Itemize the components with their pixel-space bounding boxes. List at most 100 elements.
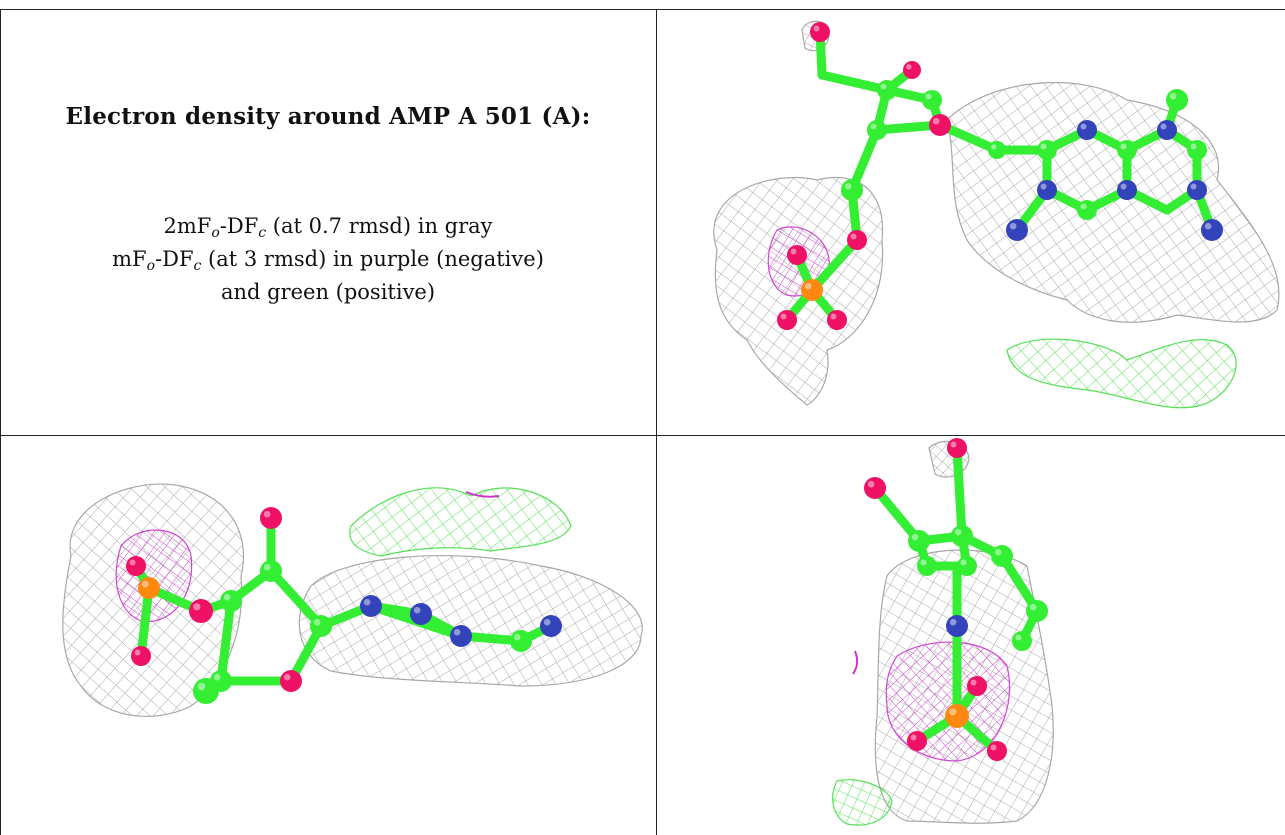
atom-highlight [911,533,919,541]
nitrogen-atom [1037,180,1057,200]
atom-highlight [1080,123,1087,130]
carbon-atom [1026,600,1048,622]
atom-highlight [870,123,877,130]
atom-highlight [780,313,787,320]
table-border-center [656,9,657,835]
atom-highlight [910,734,917,741]
oxygen-atom [864,477,886,499]
atom-highlight [453,628,461,636]
carbon-atom [260,560,282,582]
bond [216,596,236,686]
atom-highlight [313,618,321,626]
atom-highlight [790,248,797,255]
nitrogen-atom [360,595,382,617]
nitrogen-atom [1201,219,1223,241]
oxygen-atom [810,22,830,42]
carbon-atom [1077,200,1097,220]
carbon-atom [1187,140,1207,160]
atom-highlight [850,233,857,240]
oxygen-atom [131,646,151,666]
oxygen-atom [987,741,1007,761]
atom-highlight [906,64,912,70]
density-view-bottom-left [62,483,643,717]
atom-highlight [413,606,421,614]
bond [136,583,154,661]
nitrogen-atom [1187,180,1207,200]
density-positive-top [349,487,572,557]
density-2fofc-base [298,555,643,687]
carbon-atom [310,615,332,637]
caption-line-2fofc: 2mFo-DFc (at 0.7 rmsd) in gray [163,214,493,241]
atom-highlight [1120,143,1127,150]
oxygen-atom [947,438,967,458]
atom-highlight [949,618,957,626]
atom-highlight [1015,634,1022,641]
density-positive-base [1006,338,1237,409]
atom-highlight [954,528,962,536]
bond [807,235,862,295]
atom-highlight [263,563,271,571]
oxygen-atom [967,676,987,696]
oxygen-atom [929,114,951,136]
bond [266,566,326,631]
oxygen-atom [189,599,213,623]
nitrogen-atom [450,625,472,647]
nitrogen-atom [1117,180,1137,200]
atom-highlight [994,548,1002,556]
carbon-atom [922,90,942,110]
atom-highlight [1190,143,1197,150]
table-border-left [0,9,1,835]
phosphorus-atom [801,279,823,301]
carbon-atom [988,141,1006,159]
atom-highlight [970,679,977,686]
atom-highlight [213,673,221,681]
atom-highlight [197,682,206,691]
atom-highlight [950,441,957,448]
oxygen-atom [827,310,847,330]
bond [817,70,892,95]
atom-highlight [363,598,371,606]
caption-line-positive: and green (positive) [220,280,436,304]
atom-highlight [141,580,149,588]
atom-highlight [990,744,997,751]
oxygen-atom [907,731,927,751]
phosphorus-atom [138,577,160,599]
density-2fofc-base [946,81,1280,323]
caption-cell: Electron density around AMP A 501 (A): 2… [0,10,656,435]
carbon-atom [867,120,887,140]
carbon-atom [1166,89,1188,111]
atom-highlight [830,313,837,320]
atom-highlight [1160,123,1167,130]
atom-highlight [1080,203,1087,210]
density-negative-fragment [852,650,859,675]
nitrogen-atom [410,603,432,625]
atom-highlight [920,559,927,566]
nitrogen-atom [540,615,562,637]
density-view-top-right [713,20,1280,409]
atom-highlight [804,282,812,290]
table-border-middle [0,435,1285,436]
atom-highlight [1169,92,1177,100]
oxygen-atom [777,310,797,330]
oxygen-atom [126,556,146,576]
atom-highlight [925,93,932,100]
nitrogen-atom [1006,219,1028,241]
bond [952,443,967,541]
atom-highlight [1029,603,1037,611]
caption-title: Electron density around AMP A 501 (A): [65,103,591,130]
oxygen-atom [787,245,807,265]
carbon-atom [991,545,1013,567]
carbon-atom [1117,140,1137,160]
atom-highlight [1190,183,1197,190]
atom-highlight [134,649,141,656]
density-positive-base [832,779,893,826]
atom-highlight [193,603,201,611]
carbon-atom [1012,631,1032,651]
atom-highlight [867,480,875,488]
carbon-atom [951,525,973,547]
atom-highlight [263,510,271,518]
nitrogen-atom [1077,120,1097,140]
atom-highlight [283,673,291,681]
oxygen-atom [903,61,921,79]
